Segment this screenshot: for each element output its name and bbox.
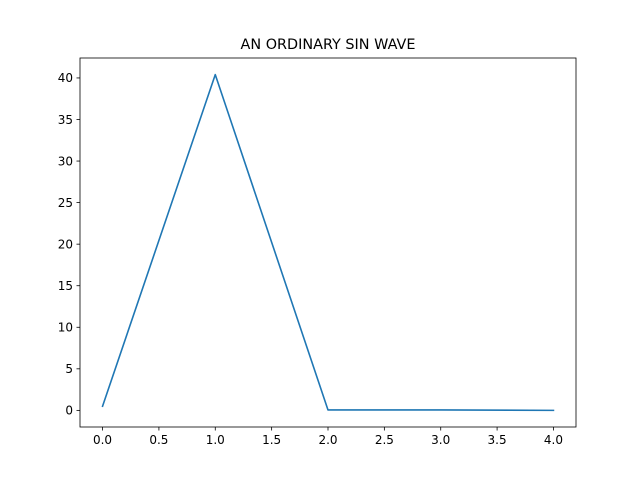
x-tick-label: 3.5 — [488, 433, 507, 447]
y-tick-label: 30 — [58, 154, 73, 168]
chart-title: AN ORDINARY SIN WAVE — [241, 37, 416, 53]
x-tick-label: 0.5 — [149, 433, 168, 447]
x-tick-label: 2.0 — [318, 433, 337, 447]
y-tick-label: 35 — [58, 113, 73, 127]
x-tick-label: 1.0 — [206, 433, 225, 447]
y-tick-label: 20 — [58, 237, 73, 251]
x-axis-ticks: 0.0 0.5 1.0 1.5 2.0 2.5 3.0 3.5 4.0 — [93, 427, 563, 447]
x-tick-label: 3.0 — [431, 433, 450, 447]
x-tick-label: 1.5 — [262, 433, 281, 447]
y-axis-ticks: 0 5 10 15 20 25 30 35 40 — [58, 71, 80, 418]
y-tick-label: 0 — [65, 404, 73, 418]
y-tick-label: 15 — [58, 279, 73, 293]
plot-area-frame — [79, 57, 577, 428]
series-line — [101, 73, 555, 412]
y-tick-label: 5 — [65, 362, 73, 376]
x-tick-label: 4.0 — [544, 433, 563, 447]
x-tick-label: 2.5 — [375, 433, 394, 447]
y-tick-label: 40 — [58, 71, 73, 85]
x-tick-label: 0.0 — [93, 433, 112, 447]
y-tick-label: 10 — [58, 321, 73, 335]
series-layer — [101, 73, 555, 412]
y-tick-label: 25 — [58, 196, 73, 210]
